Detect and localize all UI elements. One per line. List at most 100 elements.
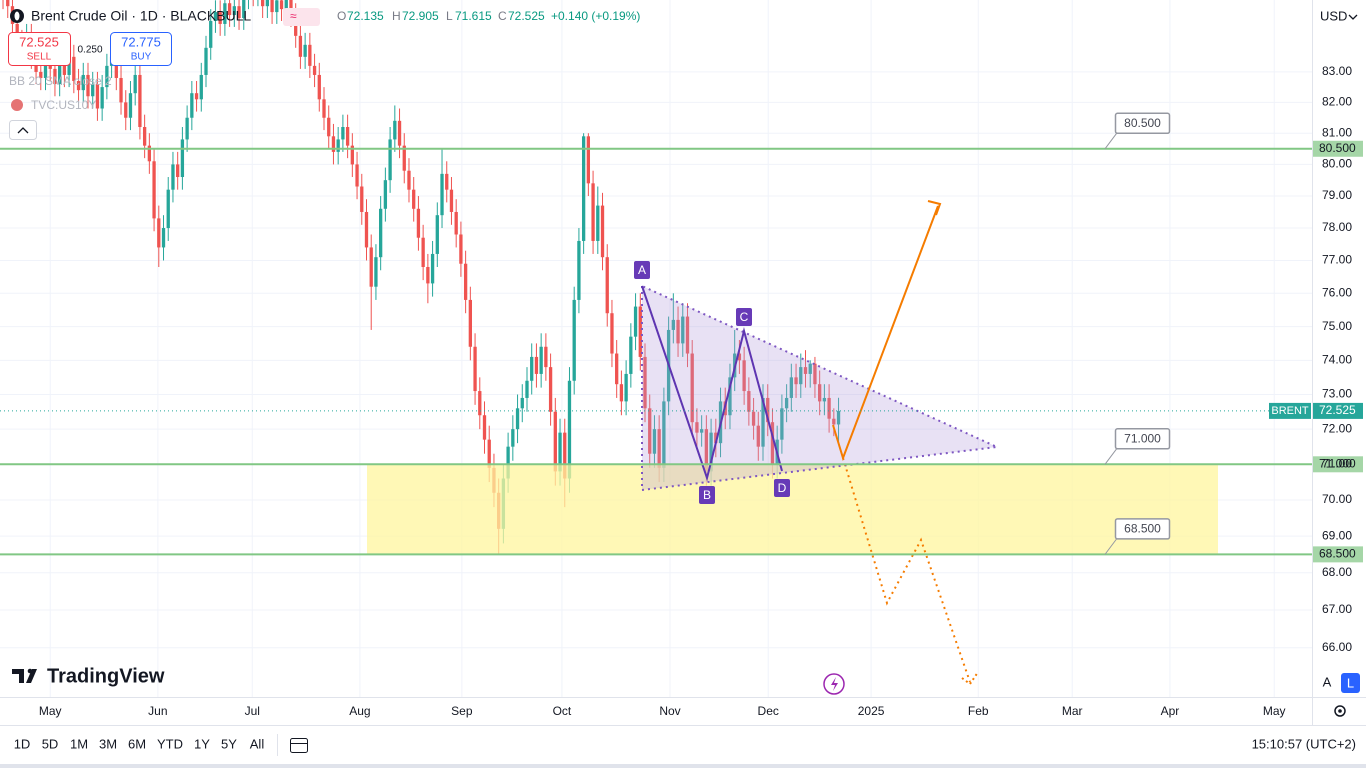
range-button[interactable]: 3M — [99, 736, 117, 751]
currency[interactable]: USD — [1320, 8, 1347, 23]
candle-body — [662, 401, 666, 468]
candle-body — [544, 346, 548, 368]
callout-label: 68.500 — [1124, 522, 1161, 536]
candle-body — [185, 117, 189, 140]
ohlc-change: +0.140 (+0.19%) — [551, 9, 640, 23]
candle-body — [284, 0, 288, 10]
candle-body — [171, 164, 175, 190]
date-range-button[interactable] — [290, 738, 308, 753]
collapse-button[interactable] — [9, 120, 37, 140]
sell-price: 72.525 — [19, 34, 59, 49]
callout-leader — [1104, 538, 1118, 555]
log-scale-label: L — [1347, 675, 1354, 690]
candle-body — [43, 59, 48, 78]
settings-button[interactable] — [1334, 705, 1346, 717]
range-button[interactable]: 5Y — [221, 736, 237, 751]
candle-body — [128, 93, 133, 118]
candle-body — [440, 173, 444, 216]
header-icons[interactable] — [283, 8, 320, 26]
candle-body — [506, 446, 510, 479]
candle-body — [581, 136, 586, 241]
candle-body — [553, 411, 557, 472]
candle-body — [794, 377, 798, 385]
candle-body — [525, 380, 529, 398]
candle-body — [242, 0, 246, 19]
candle-body — [360, 186, 364, 212]
candle-body — [751, 411, 756, 426]
candle-body — [312, 65, 317, 75]
candle-body — [402, 145, 406, 171]
candle-body — [119, 77, 123, 103]
candle-body — [218, 12, 222, 24]
candle-body — [558, 432, 562, 472]
callout-leader — [1104, 132, 1118, 150]
candle-body — [223, 3, 227, 24]
forecast-down — [842, 457, 971, 683]
candle-body — [275, 0, 279, 13]
range-button[interactable]: 1D — [14, 736, 31, 751]
candle-body — [463, 263, 468, 300]
symbol-title: Brent Crude Oil · 1D · BLACKBULL — [31, 8, 251, 24]
ohlc-value: 72.135 — [347, 9, 384, 23]
y-tick-label: 82.00 — [1322, 95, 1352, 109]
candle-body — [76, 81, 81, 91]
candle-body — [813, 363, 817, 385]
range-button[interactable]: 1Y — [194, 736, 210, 751]
x-tick-label: Oct — [553, 704, 572, 718]
y-tick-label: 69.00 — [1322, 528, 1352, 542]
candle-body — [350, 145, 354, 165]
y-tick-label: 81.00 — [1322, 125, 1352, 139]
candle-body — [133, 74, 137, 94]
buy-box[interactable] — [110, 32, 172, 66]
candle-body — [213, 12, 218, 21]
candle-body — [539, 346, 543, 374]
candle-body — [298, 35, 303, 57]
candle-body — [648, 408, 652, 454]
pattern-point-label: B — [703, 488, 711, 502]
log-scale-button[interactable] — [1341, 673, 1360, 693]
candle-body — [586, 136, 591, 184]
candle-body — [204, 47, 208, 75]
x-tick-label: Dec — [758, 704, 779, 718]
sell-button[interactable]: 72.525 SELL — [8, 32, 71, 66]
candle-body — [260, 0, 265, 7]
candle-body — [6, 0, 10, 7]
gear[interactable] — [1334, 705, 1346, 717]
sell-box[interactable] — [8, 32, 71, 66]
candle-body — [308, 44, 312, 66]
buy-button[interactable]: 72.775 BUY — [110, 32, 172, 66]
candle-body — [789, 377, 793, 398]
candle-body — [520, 397, 524, 409]
candle-body — [397, 120, 402, 146]
candle-body — [124, 102, 128, 118]
currency-button[interactable]: USD — [1320, 8, 1358, 23]
candle-body — [364, 211, 369, 248]
ohlc-key: O — [337, 9, 346, 23]
sell-label: SELL — [27, 52, 52, 63]
last-price-name-tag — [1269, 402, 1311, 419]
range-button[interactable]: YTD — [157, 736, 183, 751]
candle-body — [147, 145, 152, 162]
gear-hub — [1338, 709, 1342, 713]
range-button[interactable]: 6M — [128, 736, 146, 751]
x-tick-label: Mar — [1062, 704, 1083, 718]
candle-body — [209, 20, 213, 48]
candle-body — [265, 0, 270, 7]
header-icon-glyph: ≈ — [290, 9, 297, 23]
candle-body — [657, 429, 661, 468]
candle-body — [629, 336, 633, 374]
candle-body — [355, 164, 359, 187]
pattern-point-box — [699, 486, 715, 504]
calendar-icon[interactable] — [290, 738, 308, 753]
pattern-point-label: D — [778, 481, 787, 495]
auto-scale-button[interactable]: A — [1323, 674, 1332, 689]
x-tick-label: Apr — [1161, 704, 1180, 718]
candle-body — [818, 384, 822, 402]
candle-body — [232, 6, 236, 16]
range-button[interactable]: 1M — [70, 736, 88, 751]
range-button[interactable]: All — [250, 736, 265, 751]
candle-body — [770, 422, 775, 465]
replay-bolt — [831, 677, 838, 691]
callout-label: 80.500 — [1124, 116, 1161, 130]
range-button[interactable]: 5D — [42, 736, 59, 751]
